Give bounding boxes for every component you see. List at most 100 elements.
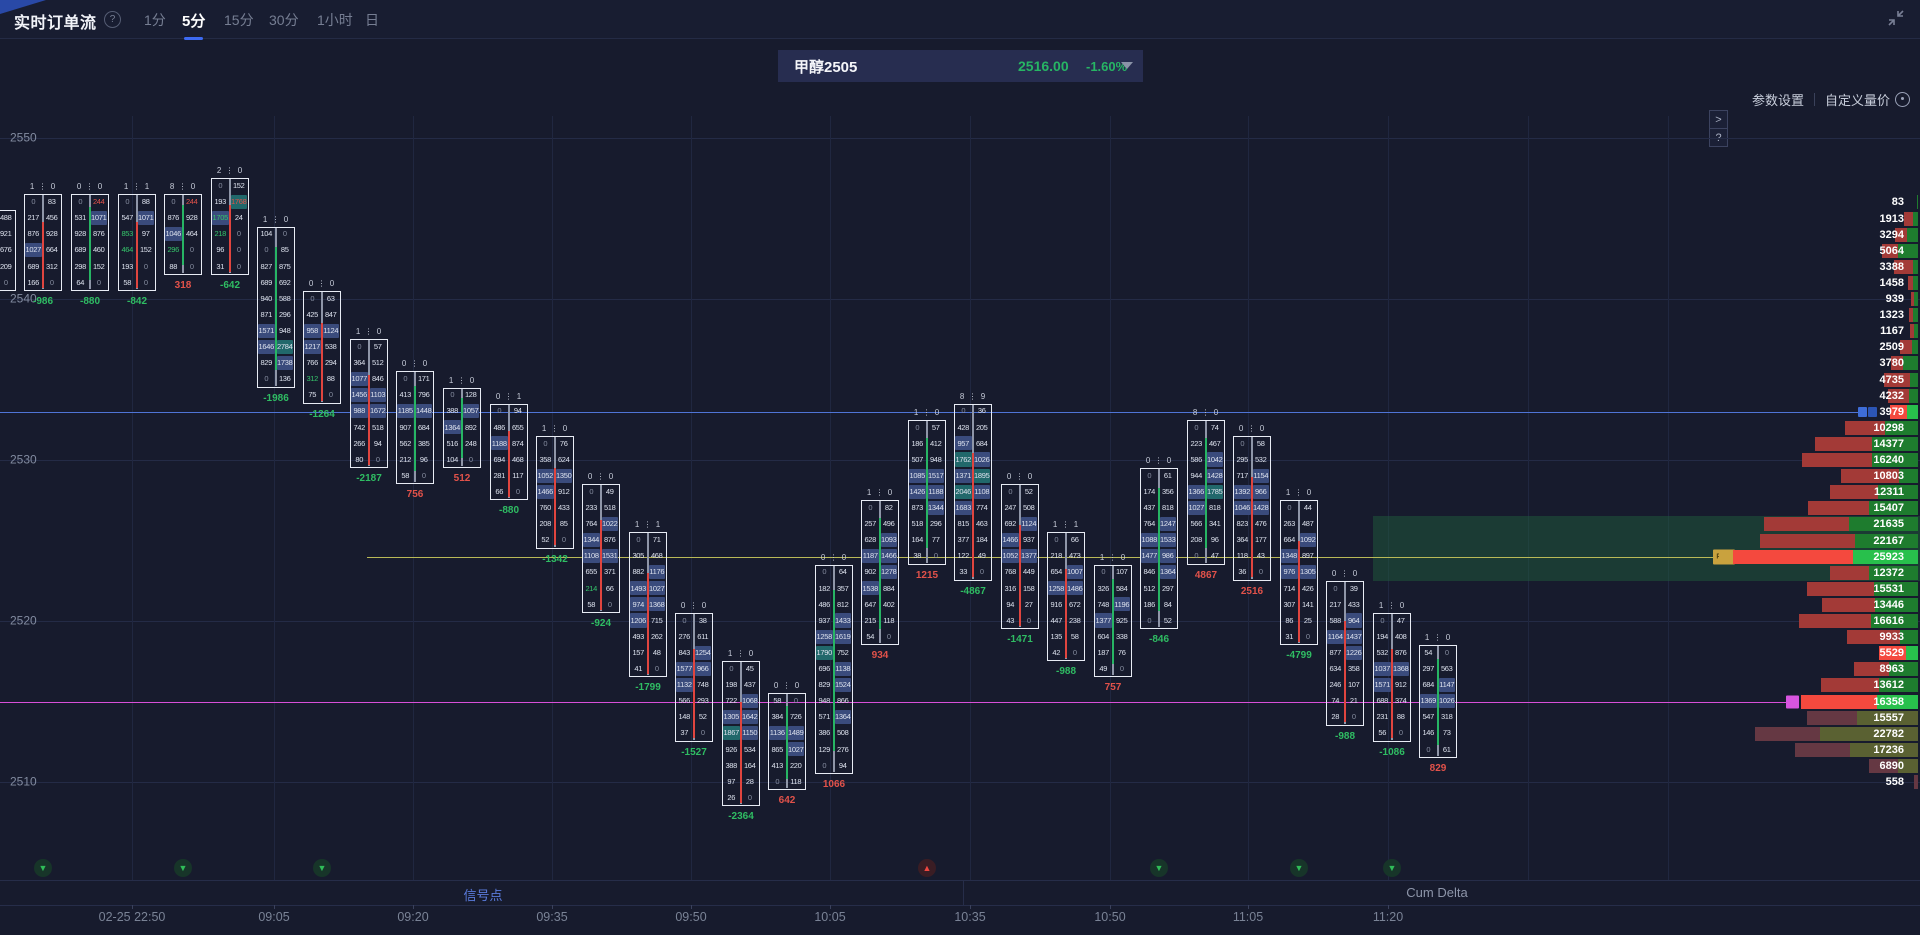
sell-volume-cell: 413 (771, 760, 784, 770)
buy-volume-cell: 818 (1208, 503, 1221, 513)
footprint-candle[interactable]: 58 0 384 726 1136 1489 865 1027 413 220 0 118 (768, 693, 806, 791)
candle-delta-label: -1264 (309, 408, 335, 420)
tab-5分[interactable]: 5分 (182, 10, 205, 40)
footprint-candle[interactable]: 0 49 233 518 764 1022 1344 876 1108 1531 655 371 214… (582, 484, 620, 613)
time-gridline (132, 116, 133, 880)
sell-volume-cell: 307 (1283, 599, 1296, 609)
footprint-candle[interactable]: 0 128 388 1057 1364 892 516 248 104 0 (443, 387, 481, 469)
buy-volume-cell: 897 (1301, 551, 1314, 561)
signal-marker-down[interactable]: ▼ (1150, 859, 1168, 877)
sell-volume-segment (1830, 485, 1879, 500)
volume-profile-value: 14377 (1873, 437, 1904, 450)
candle-body (460, 397, 463, 459)
signal-marker-down[interactable]: ▼ (34, 859, 52, 877)
footprint-candle[interactable]: 0 94 486 655 1188 874 694 468 281 117 66 0 (490, 403, 528, 501)
settings-button[interactable]: 参数设置 (1751, 92, 1804, 108)
sell-volume-cell: 33 (959, 567, 968, 577)
sell-volume-cell: 0 (1147, 615, 1152, 625)
help-icon[interactable]: ? (104, 11, 121, 28)
sell-volume-cell: 246 (1329, 680, 1342, 690)
candle-bidask-header: 1 ⋮ 0 (448, 375, 476, 385)
footprint-candle[interactable]: 0 152 193 1768 1705 24 218 0 96 0 31 0 (211, 178, 249, 275)
sell-volume-cell: 41 (634, 664, 643, 674)
signal-marker-down[interactable]: ▼ (1290, 859, 1308, 877)
candle-delta-label: 829 (1429, 762, 1447, 774)
sell-volume-cell: 843 (678, 647, 691, 657)
buy-volume-cell: 52 (1024, 486, 1033, 496)
footprint-candle[interactable]: 0 76 358 624 1052 1350 1466 912 760 433 208 85 52 0 (536, 435, 574, 549)
sell-volume-segment (1795, 742, 1851, 757)
footprint-candle[interactable]: 0 44 263 487 664 1092 1348 897 976 1305 714 426 307 1… (1280, 500, 1318, 646)
footprint-candle[interactable]: 0 36 428 205 957 684 1762 1026 1371 1895 2046 1108 1… (954, 403, 992, 581)
signal-marker-down[interactable]: ▼ (1383, 859, 1401, 877)
signal-marker-down[interactable]: ▼ (313, 859, 331, 877)
tab-30分[interactable]: 30分 (269, 12, 299, 28)
candle-body (1297, 540, 1300, 642)
footprint-candle[interactable]: 0 64 182 357 486 812 937 1433 1258 1619 1790 752 696… (815, 564, 853, 774)
buy-volume-cell: 937 (1022, 535, 1035, 545)
sell-volume-cell: 1027 (25, 243, 42, 258)
sell-volume-cell: 634 (1329, 664, 1342, 674)
buy-volume-segment (1907, 227, 1918, 242)
footprint-candle[interactable]: 0 71 305 468 882 1176 1493 1027 974 1368 1206 715 49… (629, 532, 667, 678)
footprint-candle[interactable]: 0 88 547 1071 853 97 464 152 193 0 58 0 (118, 194, 156, 291)
collapse-icon[interactable] (1886, 8, 1906, 28)
tab-1分[interactable]: 1分 (144, 12, 166, 28)
sell-volume-cell: 512 (1143, 583, 1156, 593)
footprint-candle[interactable]: 0 38 276 611 843 1254 1577 966 1132 748 566 293 148 5… (675, 612, 713, 742)
buy-volume-cell: 876 (1394, 647, 1407, 657)
sell-volume-cell: 1185 (397, 404, 414, 419)
footprint-candle[interactable]: 0 74 223 467 586 1042 944 1428 1366 1785 1027 818 56… (1187, 419, 1225, 565)
footprint-candle[interactable]: 0 171 413 796 1185 1448 907 684 562 385 212 96 58 0 (396, 371, 434, 485)
time-axis-label: 11:20 (1372, 910, 1404, 924)
buy-volume-cell: 171 (417, 374, 430, 384)
footprint-candle[interactable]: 0 107 326 584 748 1196 1377 925 604 338 187 76 49 0 (1094, 564, 1132, 678)
tab-1小时[interactable]: 1小时 (317, 12, 353, 28)
buy-volume-cell: 866 (836, 696, 849, 706)
footprint-candle[interactable]: 0 58 295 532 717 1154 1392 966 1046 1428 823 476 364… (1233, 435, 1271, 581)
sell-volume-segment (1893, 259, 1914, 274)
buy-volume-cell: 338 (1115, 631, 1128, 641)
candle-delta-label: -1527 (681, 746, 707, 758)
signal-marker-down[interactable]: ▼ (174, 859, 192, 877)
instrument-selector[interactable]: 甲醇2505 2516.00 -1.60% (778, 50, 1143, 82)
footprint-candle[interactable]: 3124887649211058676433209880 (0, 210, 16, 291)
signal-panel-label[interactable]: 信号点 (463, 888, 503, 903)
expand-panel-button[interactable]: > (1709, 110, 1728, 129)
sell-volume-cell: 104 (446, 454, 459, 464)
sell-volume-cell: 276 (678, 631, 691, 641)
buy-volume-segment (1820, 726, 1918, 741)
footprint-candle[interactable]: 104 0 0 85 827 875 689 692 940 588 871 296 1571 948 16… (257, 226, 295, 388)
target-icon[interactable] (1895, 91, 1910, 107)
footprint-candle[interactable]: 0 66 218 473 654 1007 1258 1486 916 672 447 238 135 5… (1047, 532, 1085, 662)
signal-marker-up[interactable]: ▲ (918, 859, 936, 877)
footprint-candle[interactable]: 0 83 217 456 876 928 1027 664 689 312 166 0 (24, 194, 62, 291)
footprint-candle[interactable]: 0 39 217 433 588 964 1164 1437 877 1226 634 358 246 1… (1326, 580, 1364, 726)
buy-volume-cell: 294 (324, 358, 337, 368)
cum-delta-panel-label[interactable]: Cum Delta (1406, 885, 1468, 900)
buy-volume-cell: 1138 (834, 661, 851, 676)
sell-volume-cell: 566 (678, 696, 691, 706)
footprint-candle[interactable]: 0 82 257 496 628 1093 1187 1466 902 1278 1538 884 64… (861, 500, 899, 646)
footprint-candle[interactable]: 0 52 247 508 692 1124 1466 937 1052 1377 768 449 316… (1001, 484, 1039, 630)
candle-body (1064, 568, 1067, 658)
buy-volume-cell: 88 (141, 197, 150, 207)
footprint-candle[interactable]: 0 57 364 512 1077 846 1456 1103 988 1672 742 518 266… (350, 339, 388, 469)
tab-15分[interactable]: 15分 (224, 12, 254, 28)
volume-profile-bar (1795, 742, 1918, 757)
footprint-candle[interactable]: 0 61 174 356 437 818 764 1247 1088 1533 1477 986 846… (1140, 468, 1178, 630)
footprint-candle[interactable]: 0 244 876 928 1046 464 296 0 88 0 (164, 194, 202, 275)
custom-volume-button[interactable]: 自定义量价 (1824, 92, 1890, 108)
sell-volume-cell: 0 (1426, 744, 1431, 754)
footprint-candle[interactable]: 54 0 297 563 684 1147 1369 1026 547 318 146 73 0 61 (1419, 645, 1457, 758)
footprint-candle[interactable]: 0 57 186 412 507 948 1085 1517 1426 1188 873 1344 51… (908, 419, 946, 565)
footprint-candle[interactable]: 0 45 198 437 722 1068 1305 1642 1867 1150 926 534 38… (722, 661, 760, 807)
footprint-candle[interactable]: 0 47 194 408 532 876 1037 1368 1571 912 688 374 231 8… (1373, 612, 1411, 742)
buy-volume-cell: 0 (515, 486, 520, 496)
buy-volume-cell: 64 (838, 567, 847, 577)
tab-日[interactable]: 日 (365, 12, 379, 28)
sell-volume-cell: 96 (216, 245, 225, 255)
sell-volume-cell: 873 (911, 503, 924, 513)
footprint-candle[interactable]: 0 244 531 1071 928 876 689 460 298 152 64 0 (71, 194, 109, 291)
footprint-candle[interactable]: 0 63 425 847 958 1124 1217 538 766 294 312 88 75 0 (303, 290, 341, 404)
